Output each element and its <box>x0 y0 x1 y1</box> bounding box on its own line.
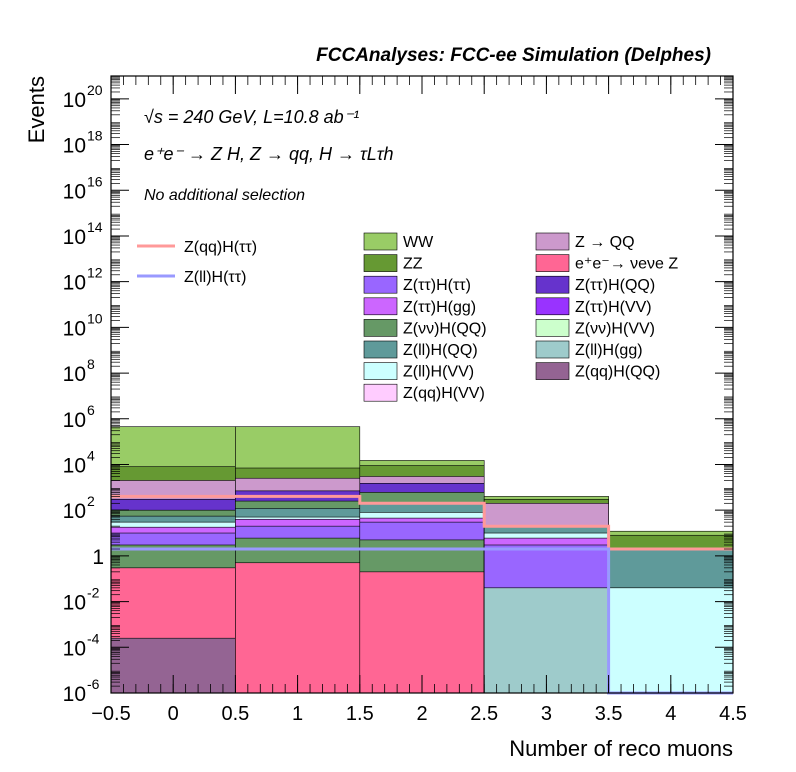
y-tick-label: 10 <box>63 592 86 615</box>
y-tick-exponent: -2 <box>87 585 100 601</box>
y-tick-exponent: 20 <box>87 82 103 98</box>
y-tick-exponent: -6 <box>87 676 100 692</box>
y-tick-exponent: 4 <box>87 447 95 463</box>
x-tick-label: 0 <box>168 703 179 725</box>
legend-swatch <box>363 319 398 337</box>
x-axis-label: Number of reco muons <box>509 736 733 761</box>
legend-swatch <box>363 362 398 380</box>
legend-label: Z(ττ)H(QQ) <box>575 277 655 294</box>
x-tick-label: −0.5 <box>91 703 130 725</box>
y-tick-label: 10 <box>63 637 86 660</box>
legend-swatch <box>363 297 398 316</box>
stacked-bars <box>110 426 734 694</box>
y-tick-label: 1 <box>92 546 104 569</box>
y-tick-exponent: 10 <box>87 310 103 326</box>
legend-swatch <box>535 275 570 294</box>
legend-label: Z(ττ)H(ττ) <box>403 277 471 294</box>
chart-title: FCCAnalyses: FCC-ee Simulation (Delphes) <box>316 45 711 66</box>
x-tick-label: 3 <box>541 703 552 725</box>
legend-label: Z(qq)H(ττ) <box>184 239 257 256</box>
legend-swatch <box>363 340 398 359</box>
legend-label: Z(ττ)H(gg) <box>403 299 476 316</box>
legend-label: Z(ll)H(QQ) <box>403 342 478 359</box>
legend-swatch <box>535 362 570 380</box>
y-tick-exponent: 18 <box>87 128 103 144</box>
y-tick-exponent: 2 <box>87 493 95 509</box>
legend-swatch <box>363 232 398 251</box>
y-tick-label: 10 <box>63 317 86 340</box>
legend-label: Z(qq)H(QQ) <box>575 364 660 381</box>
legend-label: e⁺e⁻→ νeνe Z <box>575 256 678 273</box>
legend-label: ZZ <box>403 256 423 273</box>
annotation-energy-lumi: √s = 240 GeV, L=10.8 ab⁻¹ <box>144 107 359 127</box>
legend-label: Z → QQ <box>575 234 635 251</box>
x-tick-label: 4 <box>665 703 676 725</box>
x-tick-label: 0.5 <box>221 703 249 725</box>
legend-swatch <box>535 319 570 337</box>
legend-label: Z(νν)H(VV) <box>575 320 655 337</box>
y-tick-exponent: 6 <box>87 402 95 418</box>
legend-label: Z(ττ)H(VV) <box>575 299 652 316</box>
y-axis-label: Events <box>24 76 49 143</box>
y-tick-label: 10 <box>63 180 86 203</box>
y-tick-exponent: 16 <box>87 173 103 189</box>
y-tick-label: 10 <box>63 683 86 706</box>
x-tick-label: 1.5 <box>346 703 374 725</box>
x-tick-label: 1 <box>292 703 303 725</box>
annotation-selection: No additional selection <box>144 187 305 204</box>
legend-label: Z(νν)H(QQ) <box>403 320 487 337</box>
legend-label: Z(ll)H(ττ) <box>184 269 246 286</box>
legend-swatch <box>535 340 570 359</box>
y-tick-label: 10 <box>63 454 86 477</box>
legend-label: Z(qq)H(VV) <box>403 385 485 402</box>
x-tick-label: 3.5 <box>595 703 623 725</box>
y-tick-exponent: -4 <box>87 630 100 646</box>
legend-swatch <box>535 232 570 251</box>
legend: Z(qq)H(ττ) Z(ll)H(ττ) WW ZZ Z(ττ)H(ττ) Z(ττ)H… <box>137 232 678 402</box>
y-tick-exponent: 8 <box>87 356 95 372</box>
legend-swatch <box>363 275 398 294</box>
y-tick-label: 10 <box>63 226 86 249</box>
y-tick-exponent: 12 <box>87 265 103 281</box>
bar-segment <box>235 562 361 694</box>
bar-segment <box>359 571 485 694</box>
x-tick-label: 4.5 <box>719 703 747 725</box>
annotation-process: e⁺e⁻ → Z H, Z → qq, H → τLτh <box>144 144 394 164</box>
legend-label: Z(ll)H(gg) <box>575 342 643 359</box>
legend-swatch <box>535 297 570 316</box>
y-tick-label: 10 <box>63 135 86 158</box>
y-tick-label: 10 <box>63 272 86 295</box>
y-tick-label: 10 <box>63 409 86 432</box>
legend-label: Z(ll)H(VV) <box>403 364 474 381</box>
x-tick-label: 2.5 <box>470 703 498 725</box>
y-tick-label: 10 <box>63 500 86 523</box>
x-axis: −0.5 0 0.5 1 1.5 2 2.5 3 3.5 4 4.5 <box>91 76 747 725</box>
y-tick-label: 10 <box>63 89 86 112</box>
x-tick-label: 2 <box>416 703 427 725</box>
legend-swatch <box>363 383 398 402</box>
legend-swatch <box>535 254 570 272</box>
signal-line <box>111 494 733 551</box>
legend-label: WW <box>403 234 434 251</box>
y-tick-label: 10 <box>63 363 86 386</box>
y-tick-exponent: 14 <box>87 219 103 235</box>
legend-swatch <box>363 254 398 272</box>
